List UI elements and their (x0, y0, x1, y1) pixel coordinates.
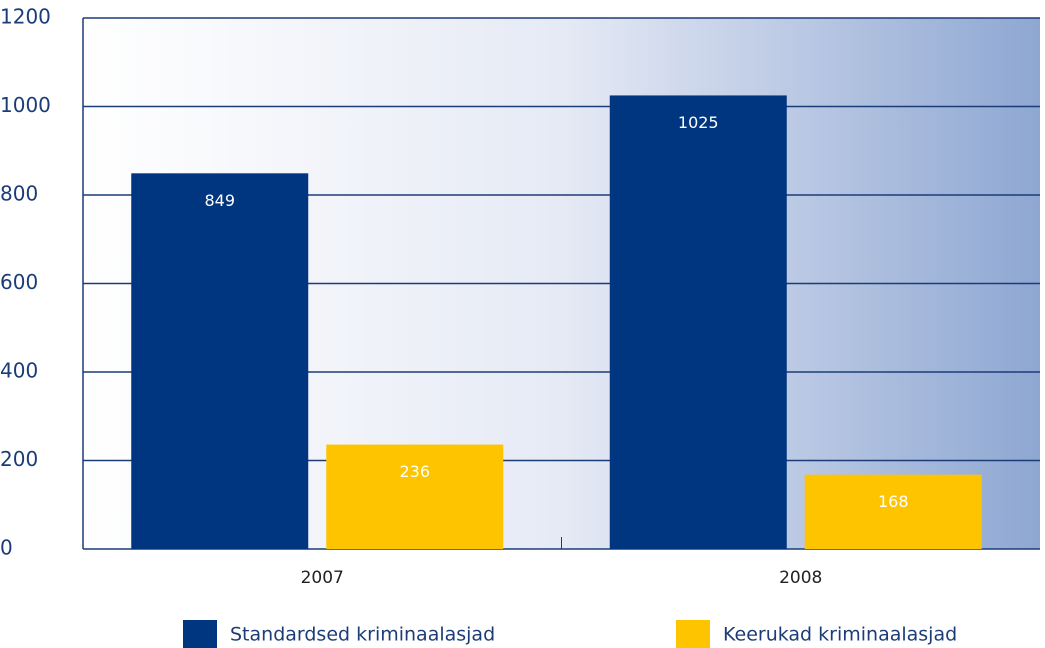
legend-swatch (183, 620, 217, 648)
y-tick-label: 600 (0, 270, 38, 294)
legend-label: Standardsed kriminaalasjad (230, 624, 495, 646)
bar (131, 173, 309, 549)
y-tick-label: 200 (0, 447, 38, 471)
data-label: 1025 (678, 113, 719, 132)
y-tick-label: 800 (0, 182, 38, 206)
x-tick-label: 2008 (779, 568, 822, 588)
legend-swatch (676, 620, 710, 648)
bar (609, 95, 787, 549)
x-tick-label: 2007 (301, 568, 344, 588)
legend-label: Keerukad kriminaalasjad (723, 624, 957, 646)
y-tick-label: 400 (0, 359, 38, 383)
y-tick-label: 1000 (0, 93, 51, 117)
data-label: 168 (878, 492, 909, 511)
bar (804, 474, 982, 549)
y-tick-label: 0 (0, 536, 13, 560)
bar (326, 444, 504, 549)
data-label: 236 (399, 462, 430, 481)
y-tick-label: 1200 (0, 5, 51, 29)
data-label: 849 (204, 191, 235, 210)
